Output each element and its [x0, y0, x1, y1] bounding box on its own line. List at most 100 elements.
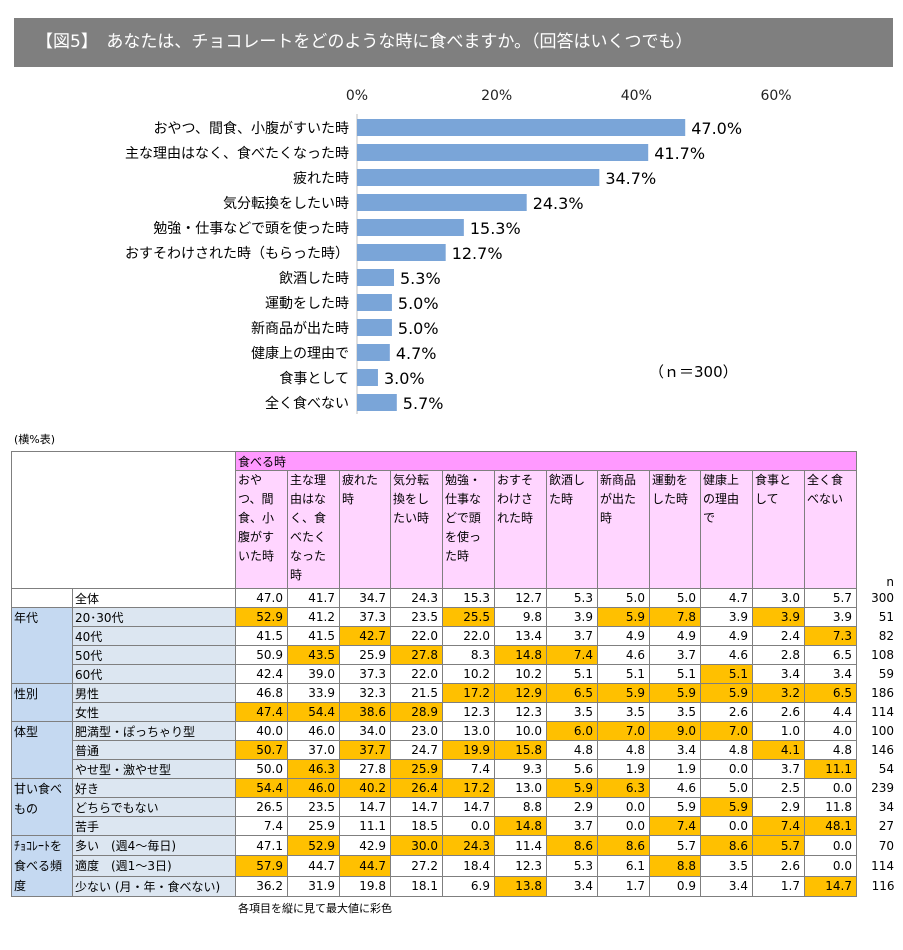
table-cell: 39.0: [287, 664, 340, 684]
table-cell: 5.1: [700, 664, 753, 684]
table-cell: 3.5: [649, 702, 701, 722]
table-cell: 6.5: [804, 645, 857, 665]
table-cell: 5.1: [597, 664, 650, 684]
header-group-label: 食べる時: [235, 451, 857, 471]
table-cell: 22.0: [442, 626, 495, 646]
table-cell: 3.7: [546, 626, 598, 646]
table-cell: 9.0: [649, 721, 701, 741]
table-cell: 4.9: [597, 626, 650, 646]
bar: [357, 394, 397, 411]
table-cell: 14.7: [339, 797, 391, 817]
table-cell: 5.3: [546, 588, 598, 608]
table-cell: 15.8: [494, 740, 547, 760]
table-cell: 4.8: [804, 740, 857, 760]
table-cell: 3.4: [804, 664, 857, 684]
n-value: 100: [871, 724, 894, 738]
table-cell: 3.0: [752, 588, 805, 608]
table-cell: 42.7: [339, 626, 391, 646]
table-cell: 26.5: [235, 797, 288, 817]
group-label: 年代: [11, 607, 73, 684]
table-cell: 8.6: [546, 834, 598, 857]
table-cell: 4.7: [700, 588, 753, 608]
x-tick-label: 20%: [481, 88, 512, 104]
x-tick-label: 40%: [621, 88, 652, 104]
table-cell: 36.2: [235, 875, 288, 898]
table-cell: 9.8: [494, 607, 547, 627]
table-cell: 11.1: [339, 816, 391, 836]
bar: [357, 369, 378, 386]
bar: [357, 244, 446, 261]
value-label: 47.0%: [691, 119, 742, 138]
bar: [357, 344, 390, 361]
value-label: 3.0%: [384, 369, 425, 388]
n-value: 300: [871, 591, 894, 605]
table-cell: 5.0: [597, 588, 650, 608]
table-cell: 11.4: [494, 834, 547, 857]
table-cell: 5.7: [804, 588, 857, 608]
table-cell: 4.8: [700, 740, 753, 760]
table-cell: 3.7: [546, 816, 598, 836]
row-label: 好き: [72, 778, 236, 798]
table-cell: 18.1: [390, 875, 443, 898]
table-cell: 42.9: [339, 834, 391, 857]
table-cell: 25.9: [287, 816, 340, 836]
row-label: 苦手: [72, 816, 236, 836]
table-cell: 7.4: [649, 816, 701, 836]
value-label: 12.7%: [452, 244, 503, 263]
table-cell: 48.1: [804, 816, 857, 836]
table-cell: 5.0: [649, 588, 701, 608]
table-cell: 1.9: [597, 759, 650, 779]
column-header: 気分転換をしたい時: [390, 470, 443, 589]
table-cell: 47.1: [235, 834, 288, 857]
category-label: 健康上の理由で: [251, 345, 349, 362]
table-cell: 27.8: [339, 759, 391, 779]
table-footnote: 各項目を縦に見て最大値に彩色: [238, 902, 392, 915]
bar: [357, 219, 464, 236]
n-annotation: （ｎ＝300）: [649, 363, 738, 381]
table-cell: 27.2: [390, 855, 443, 877]
bar: [357, 169, 600, 186]
x-tick-label: 0%: [346, 88, 368, 104]
value-label: 5.0%: [398, 319, 439, 338]
table-cell: 0.0: [442, 816, 495, 836]
table-cell: 0.9: [649, 875, 701, 898]
table-cell: 31.9: [287, 875, 340, 898]
table-cell: 4.1: [752, 740, 805, 760]
table-cell: 54.4: [287, 702, 340, 722]
table-cell: 50.0: [235, 759, 288, 779]
table-cell: 7.4: [752, 816, 805, 836]
table-cell: 0.0: [700, 759, 753, 779]
bar-chart-svg: 0% 20% 40% 60% おやつ、間食、小腹がすいた時 47.0% 主な理由はなく、食べ…: [125, 88, 792, 414]
column-header: 飲酒した時: [546, 470, 598, 589]
table-cell: 12.3: [494, 855, 547, 877]
table-cell: 19.9: [442, 740, 495, 760]
table-cell: 27.8: [390, 645, 443, 665]
table-cell: 3.2: [752, 683, 805, 703]
n-value: 108: [871, 648, 894, 662]
table-cell: 4.4: [804, 702, 857, 722]
table-cell: 18.5: [390, 816, 443, 836]
row-label: 多い (週4～毎日): [72, 834, 236, 857]
value-label: 5.3%: [400, 269, 441, 288]
table-cell: 5.9: [649, 797, 701, 817]
table-cell: 40.2: [339, 778, 391, 798]
table-cell: 22.0: [390, 626, 443, 646]
table-cell: 41.2: [287, 607, 340, 627]
table-cell: 3.4: [700, 875, 753, 898]
table-cell: 50.7: [235, 740, 288, 760]
table-cell: 7.4: [235, 816, 288, 836]
table-cell: 44.7: [287, 855, 340, 877]
table-cell: 34.7: [339, 588, 391, 608]
table-cell: 4.8: [546, 740, 598, 760]
table-cell: 1.0: [752, 721, 805, 741]
table-cell: 3.5: [597, 702, 650, 722]
table-cell: 6.5: [804, 683, 857, 703]
table-cell: 2.9: [752, 797, 805, 817]
table-cell: 8.6: [597, 834, 650, 857]
table-cell: 5.9: [649, 683, 701, 703]
table-cell: 10.0: [494, 721, 547, 741]
value-label: 5.7%: [403, 394, 444, 413]
n-value: 59: [878, 667, 894, 681]
x-tick-label: 60%: [760, 88, 791, 104]
table-cell: 5.9: [700, 797, 753, 817]
